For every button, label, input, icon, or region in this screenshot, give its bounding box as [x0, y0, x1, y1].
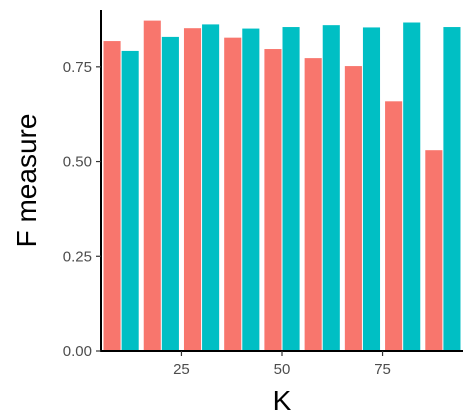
bar-series1-x50 — [264, 49, 282, 351]
bar-series2-x50 — [282, 27, 300, 352]
y-tick-label: 0.50 — [63, 154, 92, 171]
bar-series1-x80 — [385, 101, 403, 351]
x-tick-label: 75 — [374, 361, 391, 378]
bar-series1-x20 — [143, 20, 161, 352]
bar-series2-x20 — [161, 36, 179, 352]
y-tick-label: 0.25 — [63, 248, 92, 265]
bar-series2-x80 — [403, 22, 421, 351]
bar-series2-x90 — [443, 27, 461, 352]
bar-series1-x60 — [304, 58, 322, 352]
x-axis-title: K — [273, 385, 292, 416]
bar-series2-x40 — [242, 28, 260, 351]
bar-series1-x40 — [224, 37, 242, 351]
bar-series2-x60 — [322, 25, 340, 351]
bar-series1-x70 — [344, 66, 362, 351]
y-tick-label: 0.75 — [63, 59, 92, 76]
bars-group — [103, 20, 461, 352]
bar-series2-x10 — [121, 50, 139, 352]
bar-series1-x10 — [103, 41, 121, 351]
x-tick-label: 50 — [274, 361, 291, 378]
ticks-group: 0.00 0.25 0.50 0.75 25 50 75 — [63, 59, 391, 378]
bar-series1-x30 — [183, 28, 202, 351]
y-axis-title: F measure — [11, 114, 42, 248]
x-tick-label: 25 — [173, 361, 190, 378]
bar-series2-x70 — [362, 27, 381, 352]
bar-series2-x30 — [202, 24, 220, 352]
bar-series1-x90 — [425, 150, 443, 351]
y-tick-label: 0.00 — [63, 343, 92, 360]
